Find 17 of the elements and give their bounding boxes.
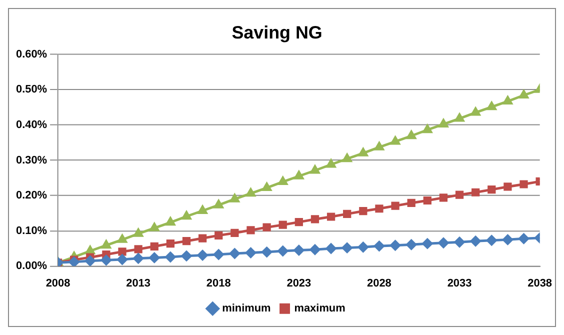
x-tick-label: 2008 [46, 278, 70, 290]
y-tick-label: 0.40% [16, 118, 48, 131]
y-tick-label: 0.50% [16, 84, 48, 96]
x-tick-label: 2033 [447, 278, 472, 290]
y-tick-label: 0.30% [16, 154, 48, 166]
x-tick-label: 2028 [367, 278, 392, 290]
legend-label: maximum [294, 302, 346, 315]
y-tick-label: 0.10% [16, 224, 48, 237]
x-tick-label: 2038 [528, 278, 552, 290]
chart-title: Saving NG [232, 22, 322, 43]
y-tick-label: 0.60% [16, 48, 48, 60]
y-tick-label: 0.00% [16, 260, 48, 272]
x-tick-label: 2023 [286, 278, 312, 290]
legend-label: minimum [222, 302, 272, 315]
y-tick-label: 0.20% [16, 190, 48, 202]
x-tick-label: 2013 [126, 278, 150, 290]
x-tick-label: 2018 [206, 278, 231, 290]
